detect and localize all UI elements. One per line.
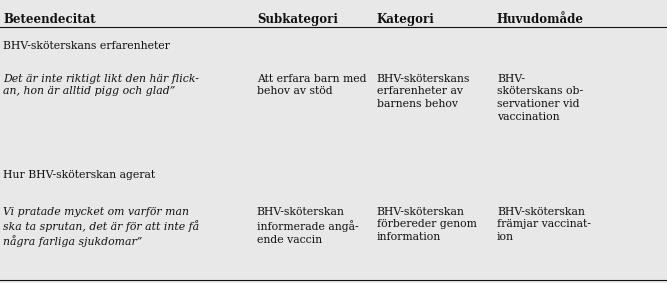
Text: Kategori: Kategori [377, 13, 435, 26]
Text: Vi pratade mycket om varför man
ska ta sprutan, det är för att inte få
några far: Vi pratade mycket om varför man ska ta s… [3, 207, 199, 247]
Text: Det är inte riktigt likt den här flick-
an, hon är alltid pigg och glad”: Det är inte riktigt likt den här flick- … [3, 74, 199, 97]
Text: Hur BHV-sköterskan agerat: Hur BHV-sköterskan agerat [3, 170, 155, 180]
Text: BHV-
sköterskans ob-
servationer vid
vaccination: BHV- sköterskans ob- servationer vid vac… [497, 74, 583, 122]
Text: Att erfara barn med
behov av stöd: Att erfara barn med behov av stöd [257, 74, 366, 97]
Text: Beteendecitat: Beteendecitat [3, 13, 96, 26]
Text: BHV-sköterskans erfarenheter: BHV-sköterskans erfarenheter [3, 41, 170, 51]
Text: BHV-sköterskans
erfarenheter av
barnens behov: BHV-sköterskans erfarenheter av barnens … [377, 74, 470, 109]
Text: BHV-sköterskan
förbereder genom
information: BHV-sköterskan förbereder genom informat… [377, 207, 477, 242]
Text: BHV-sköterskan
främjar vaccinat-
ion: BHV-sköterskan främjar vaccinat- ion [497, 207, 591, 242]
Text: Huvudomåde: Huvudomåde [497, 13, 584, 26]
Text: Subkategori: Subkategori [257, 13, 338, 26]
Text: BHV-sköterskan
informerade angå-
ende vaccin: BHV-sköterskan informerade angå- ende va… [257, 207, 358, 245]
